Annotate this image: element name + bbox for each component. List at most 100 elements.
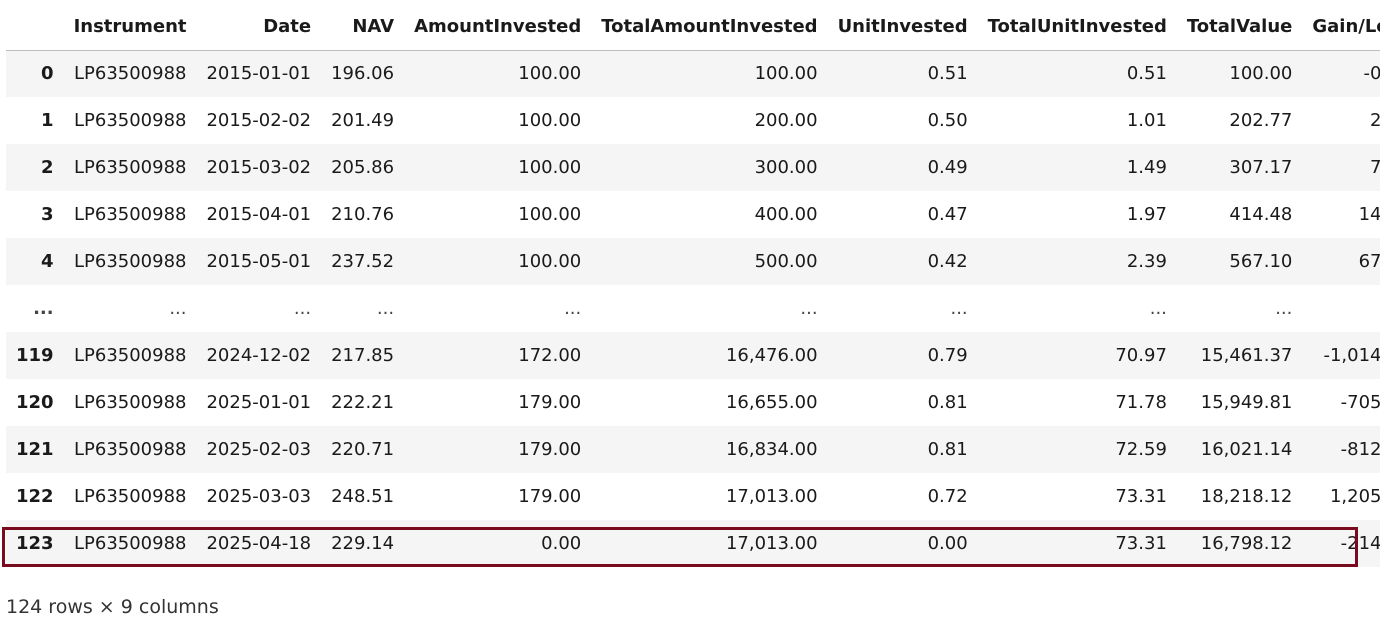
table-cell: 0.79 <box>927 345 968 366</box>
ellipsis-row: .............................. <box>6 285 1380 332</box>
column-header: Instrument <box>63 4 197 51</box>
table-cell: 222.21 <box>331 392 395 413</box>
table-cell: 500.00 <box>754 251 818 272</box>
table-row: 4 LP63500988 2015-05-01 237.52 100.00 500.00 0… <box>6 238 1380 285</box>
table-cell: 237.52 <box>331 251 395 272</box>
table-cell: LP63500988 <box>73 392 187 413</box>
table-cell: 2015-02-02 <box>206 110 312 131</box>
table-cell: ... <box>376 298 395 319</box>
table-cell: 17,013.00 <box>725 486 818 507</box>
table-cell: 17,013.00 <box>725 533 818 554</box>
table-cell: 16,834.00 <box>725 439 818 460</box>
table-row: 121 LP63500988 2025-02-03 220.71 179.00 16,83… <box>6 426 1380 473</box>
dataframe-output: Instrument Date NAV AmountInvested TotalAmou… <box>6 4 1380 567</box>
table-cell: ... <box>293 298 312 319</box>
dataframe-shape: 124 rows × 9 columns <box>6 596 219 618</box>
table-cell: 179.00 <box>518 392 582 413</box>
table-cell: 1.97 <box>1126 204 1167 225</box>
table-row: 0 LP63500988 2015-01-01 196.06 100.00 100.00 0… <box>6 50 1380 97</box>
table-cell: 14.48 <box>1358 204 1380 225</box>
table-cell: 7.17 <box>1370 157 1380 178</box>
table-cell: 72.59 <box>1115 439 1167 460</box>
table-row: 2 LP63500988 2015-03-02 205.86 100.00 300.00 0… <box>6 144 1380 191</box>
table-cell: 2015-03-02 <box>206 157 312 178</box>
table-cell: 18,218.12 <box>1200 486 1293 507</box>
table-row: 122 LP63500988 2025-03-03 248.51 179.00 17,01… <box>6 473 1380 520</box>
table-cell: ... <box>169 298 187 319</box>
table-cell: LP63500988 <box>73 486 187 507</box>
table-cell: 2025-02-03 <box>206 439 312 460</box>
column-header: Date <box>196 4 322 51</box>
table-cell: 2.77 <box>1370 110 1380 131</box>
row-index: 119 <box>16 345 54 366</box>
table-cell: ... <box>800 298 818 319</box>
table-cell: 0.49 <box>927 157 968 178</box>
table-cell: 0.42 <box>927 251 968 272</box>
table-cell: ... <box>1149 298 1167 319</box>
table-cell: -214.88 <box>1340 533 1380 554</box>
column-header: Gain/Loss <box>1302 4 1380 51</box>
table-cell: 100.00 <box>518 63 582 85</box>
table-cell: 0.00 <box>541 533 582 554</box>
table-cell: 2025-04-18 <box>206 533 312 554</box>
table-cell: 1,205.12 <box>1329 486 1380 507</box>
table-cell: 15,949.81 <box>1200 392 1293 413</box>
table-cell: 2025-01-01 <box>206 392 312 413</box>
table-cell: 567.10 <box>1229 251 1293 272</box>
table-cell: 73.31 <box>1115 486 1167 507</box>
table-cell: 205.86 <box>331 157 395 178</box>
table-cell: LP63500988 <box>73 157 187 178</box>
table-cell: 0.51 <box>927 63 968 85</box>
table-cell: 100.00 <box>754 63 818 85</box>
table-cell: 15,461.37 <box>1200 345 1293 366</box>
table-cell: 73.31 <box>1115 533 1167 554</box>
table-cell: 16,021.14 <box>1200 439 1293 460</box>
table-cell: 0.81 <box>927 439 968 460</box>
row-index: 0 <box>41 63 54 85</box>
table-cell: LP63500988 <box>73 63 187 85</box>
row-index: 2 <box>41 157 54 178</box>
table-cell: 70.97 <box>1115 345 1167 366</box>
table-cell: 179.00 <box>518 486 582 507</box>
table-cell: 16,476.00 <box>725 345 818 366</box>
table-row: 119 LP63500988 2024-12-02 217.85 172.00 16,47… <box>6 332 1380 379</box>
table-cell: ... <box>564 298 582 319</box>
table-cell: 0.81 <box>927 392 968 413</box>
column-header: NAV <box>321 4 405 51</box>
table-cell: 307.17 <box>1229 157 1293 178</box>
table-cell: LP63500988 <box>73 251 187 272</box>
table-cell: -812.86 <box>1340 439 1380 460</box>
column-header: UnitInvested <box>827 4 978 51</box>
table-cell: 202.77 <box>1229 110 1293 131</box>
table-cell: ... <box>1302 285 1380 332</box>
dataframe-table: Instrument Date NAV AmountInvested TotalAmou… <box>6 4 1380 567</box>
row-index: 3 <box>41 204 54 225</box>
table-cell: 71.78 <box>1115 392 1167 413</box>
table-cell: 0.51 <box>1126 63 1167 85</box>
table-cell: 414.48 <box>1229 204 1293 225</box>
table-cell: 16,798.12 <box>1200 533 1293 554</box>
table-row: 120 LP63500988 2025-01-01 222.21 179.00 16,65… <box>6 379 1380 426</box>
table-cell: 16,655.00 <box>725 392 818 413</box>
table-cell: -705.19 <box>1340 392 1380 413</box>
column-header: TotalAmountInvested <box>591 4 828 51</box>
column-header: TotalValue <box>1176 4 1303 51</box>
table-row: 3 LP63500988 2015-04-01 210.76 100.00 400.00 0… <box>6 191 1380 238</box>
table-cell: ... <box>1275 298 1293 319</box>
table-cell: 67.10 <box>1358 251 1380 272</box>
table-cell: LP63500988 <box>73 345 187 366</box>
table-row: 123 LP63500988 2025-04-18 229.14 0.00 17,013.… <box>6 520 1380 567</box>
table-cell: LP63500988 <box>73 439 187 460</box>
table-cell: LP63500988 <box>73 533 187 554</box>
table-body: 0 LP63500988 2015-01-01 196.06 100.00 100.00 0… <box>6 50 1380 567</box>
table-cell: LP63500988 <box>73 204 187 225</box>
table-cell: 100.00 <box>518 204 582 225</box>
table-cell: 210.76 <box>331 204 395 225</box>
column-header: TotalUnitInvested <box>977 4 1177 51</box>
table-cell: ... <box>950 298 968 319</box>
table-row: 1 LP63500988 2015-02-02 201.49 100.00 200.00 0… <box>6 97 1380 144</box>
table-cell: 1.49 <box>1126 157 1167 178</box>
row-index: 1 <box>41 110 54 131</box>
table-cell: 196.06 <box>331 63 395 85</box>
table-cell: 100.00 <box>518 110 582 131</box>
